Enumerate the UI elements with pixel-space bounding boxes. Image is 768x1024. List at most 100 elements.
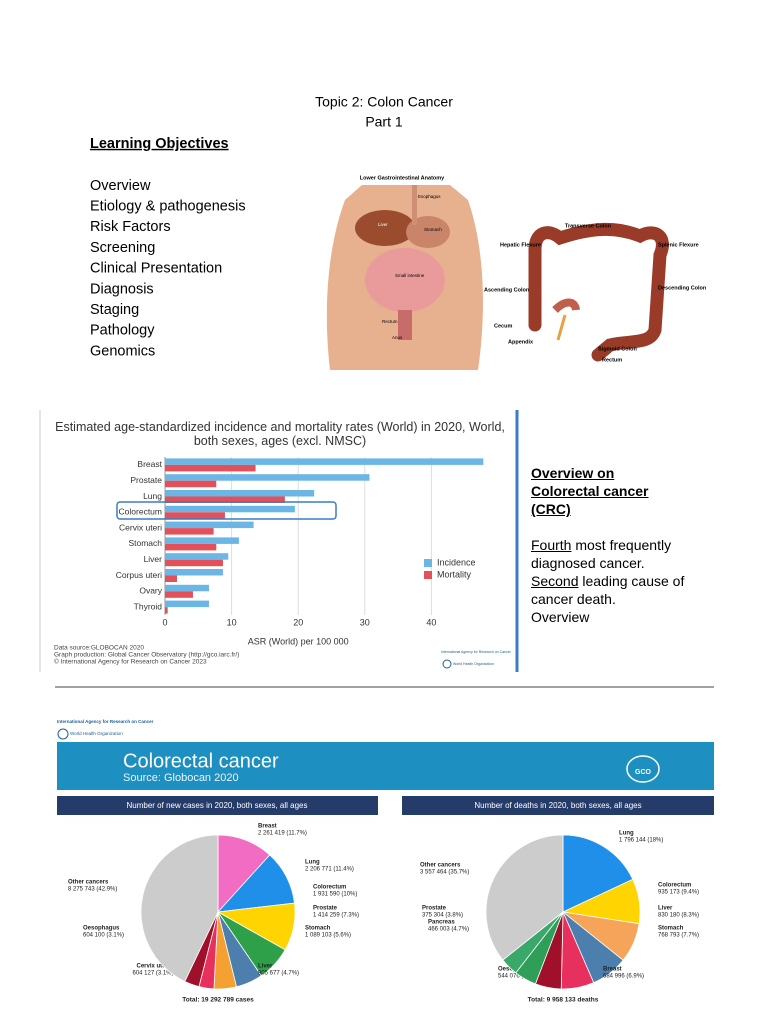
objective-item: Clinical Presentation	[90, 261, 222, 277]
crc-heading: Overview on Colorectal cancer (CRC)	[531, 465, 649, 517]
slice-value: 466 003 (4.7%)	[428, 927, 469, 933]
bar	[165, 575, 177, 582]
slice-value: 2 206 771 (11.4%)	[305, 867, 354, 873]
slice-value: 544 076 (5.5%)	[498, 974, 539, 980]
colon-label: Transverse Colon	[565, 223, 612, 229]
appendix	[556, 314, 567, 341]
objectives: Overview Etiology & pathogenesis Risk Fact…	[90, 178, 246, 360]
slice-name: Breast	[258, 824, 277, 830]
slice-name: Other cancers	[68, 880, 109, 886]
who-logo	[57, 728, 69, 740]
esophagus	[412, 185, 417, 225]
pie-charts: Number of new cases in 2020, both sexes,…	[57, 796, 714, 1004]
bar	[165, 591, 193, 598]
colon-label: Splenic Flexure	[658, 242, 699, 248]
bar	[165, 458, 484, 465]
chart-title: Estimated age-standardized incidence and…	[55, 420, 505, 448]
gco-logo	[626, 755, 660, 783]
objectives-heading: Learning Objectives	[90, 136, 229, 152]
intestine	[365, 248, 445, 312]
colon-label: Rectum	[602, 357, 622, 363]
objective-item: Etiology & pathogenesis	[90, 199, 246, 215]
bar	[165, 480, 217, 488]
banner-title: Colorectal cancer	[123, 750, 279, 772]
slice-name: Prostate	[313, 906, 338, 912]
slice-value: 604 100 (3.1%)	[83, 933, 124, 939]
y-tick-label: Thyroid	[134, 601, 163, 611]
cecum	[552, 298, 580, 313]
slice-name: Lung	[619, 831, 634, 837]
anatomy-label: Liver	[378, 222, 388, 227]
logo-text: International Agency for Research on Can…	[57, 719, 154, 724]
legend-swatch	[424, 559, 432, 567]
logo-text: World Health Organization	[70, 731, 123, 736]
anatomy-illustration: Lower Gastrointestinal Anatomy Esophagus…	[318, 172, 488, 370]
crc-fact: Fourth most frequently diagnosed cancer.	[531, 536, 691, 572]
slice-name: Colorectum	[313, 885, 346, 891]
slice-name: Prostate	[422, 906, 447, 912]
banner-source: Source: Globocan 2020	[123, 772, 239, 784]
slice-value: 830 180 (8.3%)	[658, 913, 699, 919]
doc-part: Part 1	[365, 114, 403, 130]
colon-label: Cecum	[494, 323, 512, 329]
pie-header	[57, 796, 378, 815]
colon-label: Ascending Colon	[484, 287, 530, 293]
bar	[165, 512, 225, 519]
highlight-box	[116, 501, 337, 520]
source-note: © International Agency for Research on C…	[54, 658, 207, 666]
objective-item: Genomics	[90, 343, 155, 359]
x-tick-label: 0	[162, 617, 167, 627]
slice-value: 1 089 103 (5.6%)	[305, 933, 351, 939]
objective-item: Pathology	[90, 323, 155, 339]
slice-name: Lung	[305, 860, 320, 866]
doc-title: Topic 2: Colon Cancer	[315, 94, 453, 110]
bar-chart: 0 10 20 30 40 Breast Prostate Lung Colorectum Cer…	[116, 457, 484, 646]
bar	[165, 569, 223, 576]
slice-value: 905 677 (4.7%)	[258, 971, 299, 977]
emphasis: Fourth	[531, 537, 572, 553]
x-axis-label: ASR (World) per 100 000	[248, 636, 349, 646]
y-tick-label: Prostate	[130, 475, 162, 485]
slice-name: Oesophagus	[83, 926, 120, 932]
y-tick-label: Ovary	[139, 586, 162, 596]
slice-value: 1 796 144 (18%)	[619, 838, 663, 844]
slice-name: Stomach	[658, 926, 684, 932]
slice-name: Breast	[603, 967, 622, 973]
pie-slice	[140, 834, 219, 982]
anatomy-label: Anus	[392, 335, 403, 340]
bar	[165, 607, 168, 614]
anatomy-label: Small intestine	[395, 273, 425, 278]
colon-label: Descending Colon	[658, 285, 707, 291]
bar	[165, 543, 217, 551]
x-tick-label: 20	[293, 617, 303, 627]
colon	[528, 223, 669, 362]
y-tick-label: Stomach	[128, 538, 162, 548]
legend-label: Mortality	[437, 569, 472, 579]
slice-value: 8 275 743 (42.9%)	[68, 887, 117, 893]
banner	[57, 742, 714, 790]
slice-name: Stomach	[305, 926, 331, 932]
pie-title: Number of deaths in 2020, both sexes, al…	[474, 801, 641, 810]
slice-name: Liver	[258, 964, 273, 970]
crc-fact: Second leading cause of cancer death.	[531, 572, 691, 608]
bar	[165, 474, 370, 481]
logo-text: World Health Organization	[453, 662, 494, 666]
fact-text: most frequently diagnosed cancer.	[531, 537, 672, 571]
bar	[165, 505, 295, 513]
legend-swatch	[424, 571, 432, 579]
colon-diagram: Transverse Colon Hepatic Flexure Splenic…	[484, 223, 707, 363]
slice-value: 1 414 259 (7.3%)	[313, 913, 359, 919]
source-note: Data source:GLOBOCAN 2020	[54, 645, 144, 652]
y-tick-label: Breast	[137, 459, 162, 469]
emphasis: Second	[531, 573, 579, 589]
bar	[165, 464, 256, 472]
bar	[165, 600, 209, 608]
crc-box: Overview on Colorectal cancer (CRC) Four…	[531, 465, 691, 625]
slice-value: 604 127 (3.1%)	[132, 971, 173, 977]
slice-name: Pancreas	[428, 920, 455, 926]
bar	[165, 553, 229, 560]
bar	[165, 490, 315, 497]
colon-label: Sigmoid Colon	[598, 346, 637, 352]
